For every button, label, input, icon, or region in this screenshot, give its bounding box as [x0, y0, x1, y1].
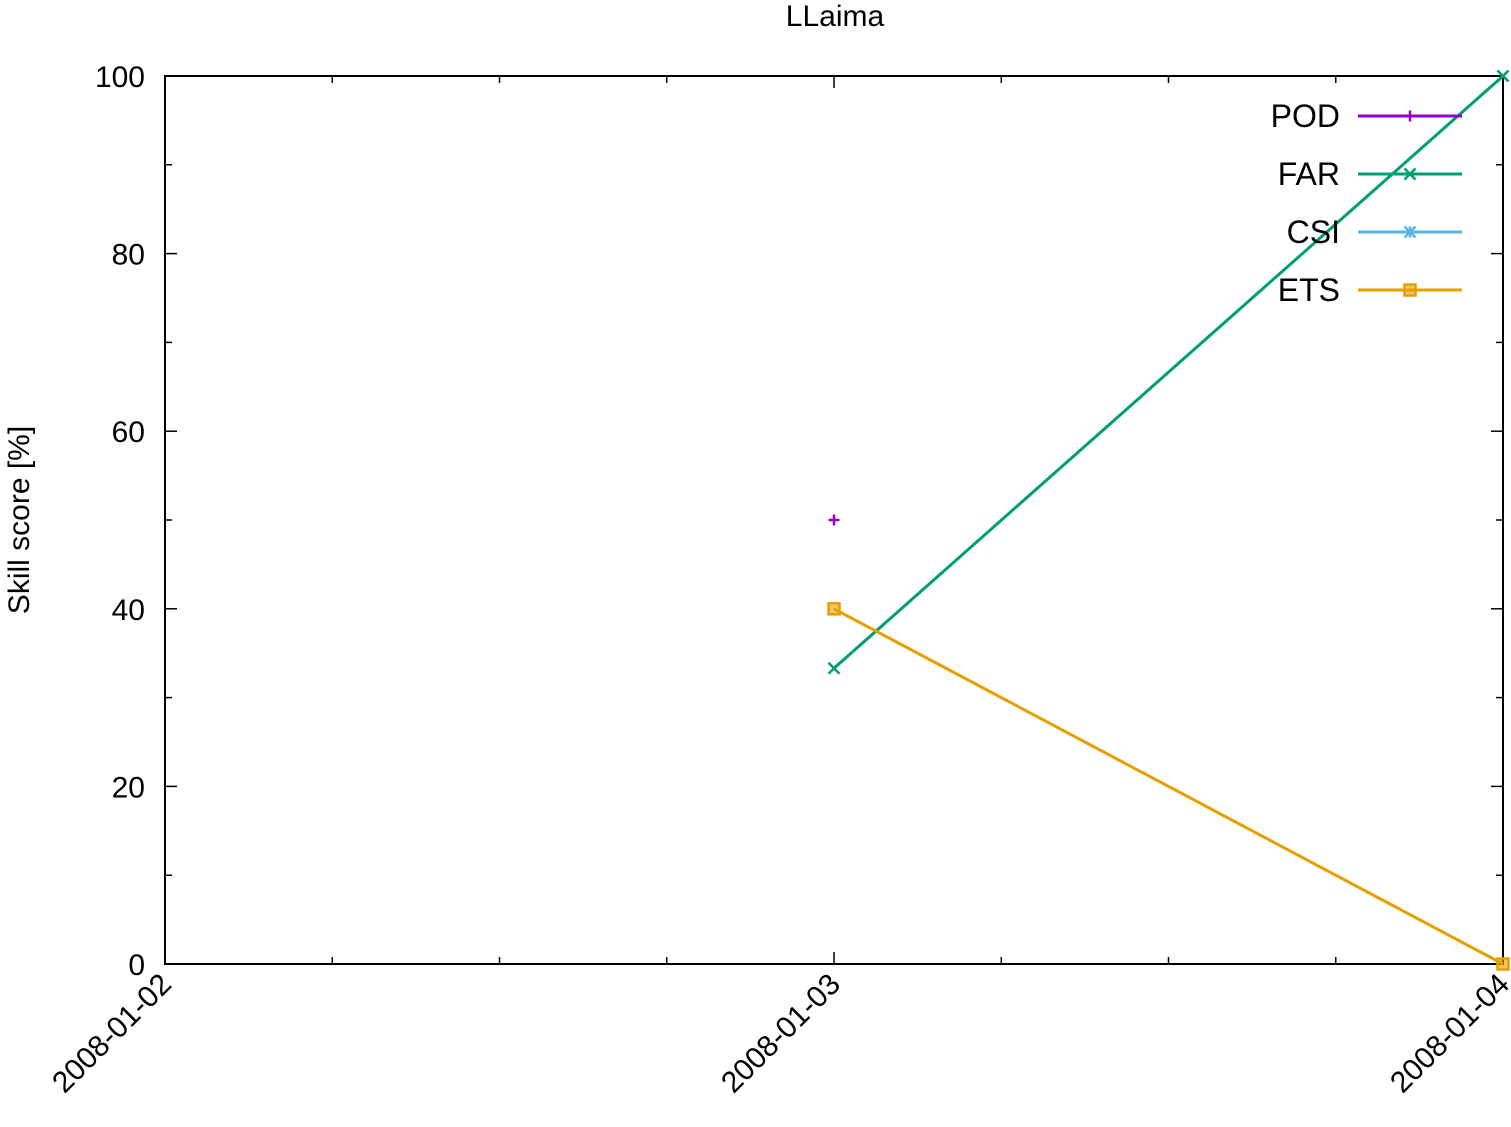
- y-tick-label: 20: [112, 771, 145, 804]
- legend: POD FAR CSI ETS: [1271, 98, 1462, 308]
- data-point-far: [1496, 69, 1510, 83]
- y-tick-label: 100: [95, 61, 145, 94]
- series-layer: [827, 69, 1510, 971]
- legend-marker-ets: [1403, 283, 1417, 297]
- legend-label-far: FAR: [1278, 156, 1340, 192]
- data-point-ets: [827, 602, 841, 616]
- data-point-far: [827, 661, 841, 675]
- y-tick-label: 0: [128, 949, 145, 982]
- x-tick-label: 2008-01-03: [715, 968, 847, 1100]
- data-point-pod: [828, 514, 840, 526]
- legend-marker-csi: [1403, 225, 1417, 239]
- x-tick-label: 2008-01-02: [46, 968, 178, 1100]
- series-line-far: [833, 74, 1504, 670]
- legend-label-ets: ETS: [1278, 272, 1340, 308]
- legend-label-pod: POD: [1271, 98, 1340, 134]
- y-tick-label: 80: [112, 239, 145, 272]
- x-tick-label: 2008-01-04: [1384, 968, 1511, 1100]
- y-axis-label: Skill score [%]: [3, 426, 36, 614]
- legend-marker-pod: [1404, 110, 1416, 122]
- data-point-ets: [1496, 957, 1510, 971]
- y-tick-label: 40: [112, 594, 145, 627]
- legend-label-csi: CSI: [1287, 214, 1340, 250]
- chart-title: LLaima: [786, 0, 885, 33]
- y-tick-label: 60: [112, 416, 145, 449]
- legend-marker-far: [1403, 167, 1417, 181]
- series-line-ets: [833, 607, 1504, 966]
